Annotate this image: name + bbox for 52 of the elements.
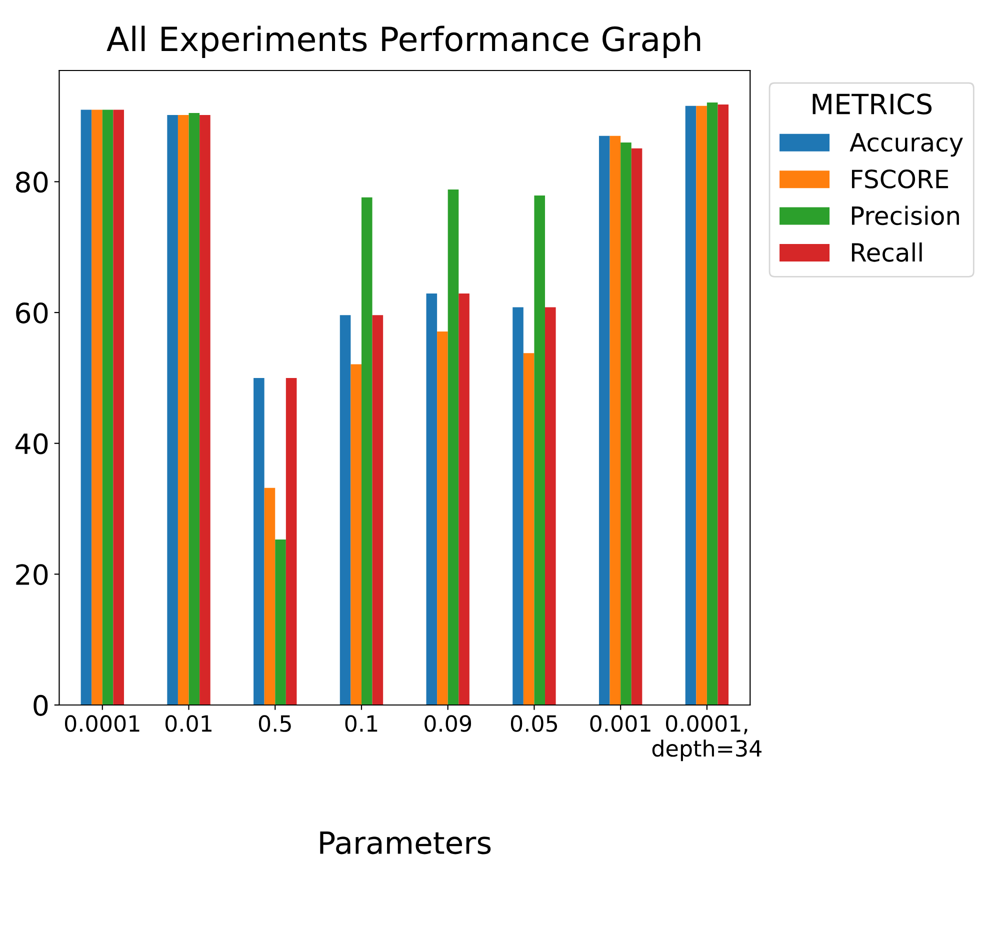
bar (448, 190, 459, 705)
x-tick-label: 0.05 (510, 715, 558, 732)
bar (286, 378, 297, 705)
x-tick-label: 0.09 (424, 715, 472, 732)
x-tick-label: 0.1 (345, 715, 378, 732)
bar (598, 136, 610, 705)
y-tick-label: 60 (16, 302, 48, 324)
bar (80, 110, 92, 705)
x-axis-title: Parameters (320, 832, 491, 854)
bar (610, 136, 621, 705)
bar (718, 104, 729, 705)
legend-label: Accuracy (850, 133, 963, 157)
bar (458, 294, 470, 705)
bar (372, 315, 384, 705)
chart-title: All Experiments Performance Graph (106, 26, 700, 58)
bar (188, 113, 200, 705)
y-tick-label: 20 (16, 564, 48, 586)
bar (264, 488, 276, 705)
bar (254, 378, 264, 705)
x-tick-label: 0.5 (258, 715, 291, 732)
bar (706, 102, 718, 705)
bar (545, 307, 556, 705)
y-tick-label: 0 (34, 694, 48, 716)
bar (200, 114, 210, 705)
bar (102, 110, 114, 705)
x-tick-label: 0.0001 (64, 715, 140, 732)
legend-label: Precision (852, 206, 959, 226)
bar (437, 331, 448, 705)
bar (685, 106, 696, 705)
bar (426, 294, 438, 705)
bar (178, 114, 189, 705)
y-tick-label: 40 (16, 433, 48, 454)
bar (534, 195, 546, 705)
bar (340, 315, 351, 705)
legend-label: Recall (852, 242, 922, 262)
x-tick-label: 0.0001, depth=34 (652, 715, 762, 762)
bar (512, 307, 524, 705)
x-tick-label: 0.01 (165, 715, 212, 732)
bar (275, 540, 286, 705)
bar (620, 142, 632, 705)
bar (696, 106, 707, 705)
bar (92, 110, 102, 705)
bar (113, 110, 124, 705)
x-tick-label: 0.001 (590, 715, 650, 732)
legend-label: FSCORE (852, 170, 948, 188)
bar (361, 197, 372, 705)
y-tick-label: 80 (16, 172, 48, 193)
bar (167, 114, 178, 705)
bar (350, 364, 362, 705)
legend-title: METRICS (812, 93, 932, 114)
bar (631, 148, 642, 705)
bar (523, 353, 534, 705)
